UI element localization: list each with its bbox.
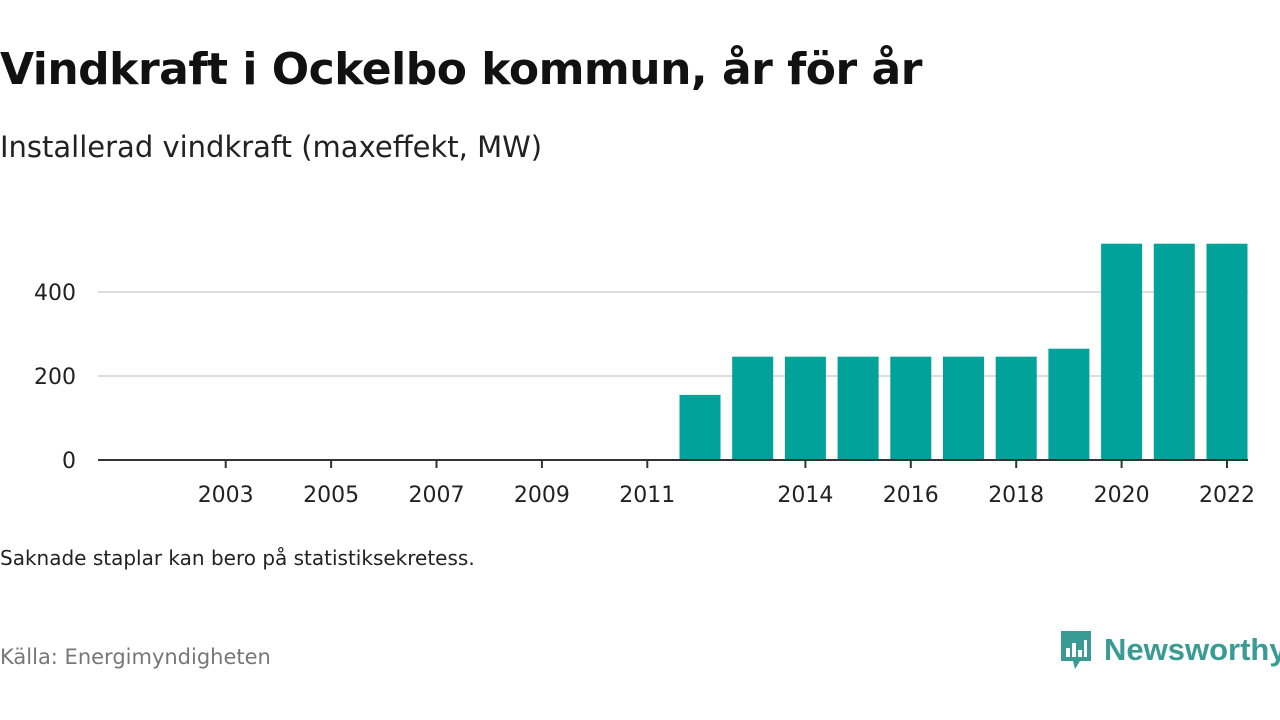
source-label: Källa: Energimyndigheten — [0, 645, 271, 669]
y-tick-label: 200 — [34, 365, 76, 390]
x-tick-label: 2016 — [883, 483, 939, 508]
chart-title: Vindkraft i Ockelbo kommun, år för år — [0, 44, 922, 95]
bar — [837, 356, 879, 460]
x-tick-label: 2022 — [1199, 483, 1255, 508]
x-tick-label: 2018 — [988, 483, 1044, 508]
bar — [679, 394, 721, 460]
x-tick-label: 2003 — [198, 483, 254, 508]
bar — [1101, 243, 1143, 460]
y-tick-label: 400 — [34, 281, 76, 306]
x-tick-label: 2014 — [777, 483, 833, 508]
bar — [1206, 243, 1248, 460]
newsworthy-logo-icon — [1061, 631, 1091, 669]
bar — [732, 356, 774, 460]
footnote: Saknade staplar kan bero på statistiksek… — [0, 546, 475, 570]
bar — [995, 356, 1037, 460]
bar — [1048, 348, 1090, 460]
chart-subtitle: Installerad vindkraft (maxeffekt, MW) — [0, 130, 543, 164]
brand-name: Newsworthy — [1104, 632, 1280, 667]
x-tick-label: 2007 — [409, 483, 465, 508]
x-tick-label: 2011 — [619, 483, 675, 508]
bar-chart: 0 200 400 2003 2005 2007 2009 2011 2014 2016 2018 2… — [34, 243, 1255, 508]
x-tick-label: 2020 — [1094, 483, 1150, 508]
y-tick-label: 0 — [62, 449, 76, 474]
bar — [1153, 243, 1195, 460]
bar — [890, 356, 932, 460]
x-tick-label: 2009 — [514, 483, 570, 508]
brand-logo: Newsworthy — [1058, 626, 1280, 674]
bar — [943, 356, 984, 460]
x-tick-label: 2005 — [303, 483, 359, 508]
bar — [784, 356, 826, 460]
